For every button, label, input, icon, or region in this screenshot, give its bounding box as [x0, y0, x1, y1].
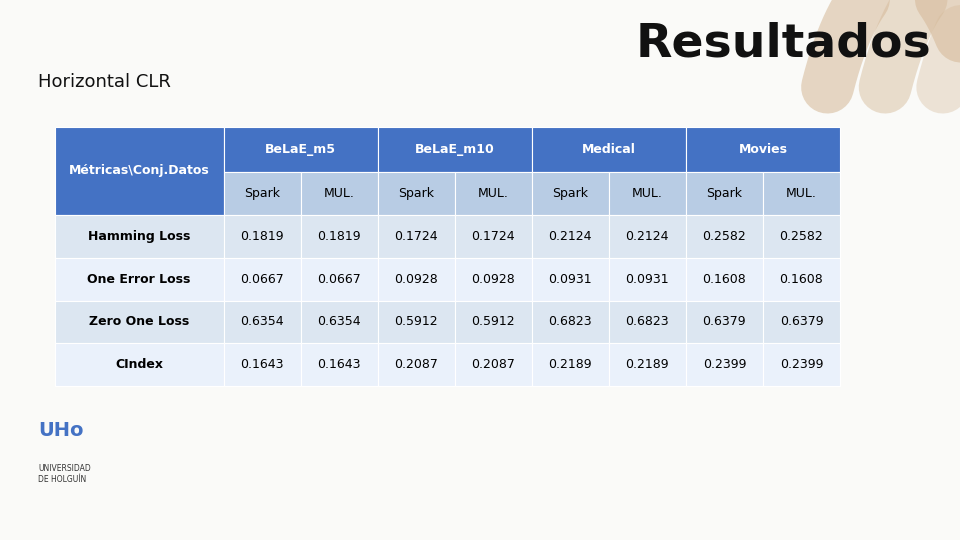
Text: 0.2189: 0.2189 [626, 358, 669, 371]
Text: MUL.: MUL. [478, 187, 509, 200]
Text: Medical: Medical [582, 143, 636, 156]
Text: Movies: Movies [738, 143, 787, 156]
Text: CIndex: CIndex [115, 358, 163, 371]
Text: Spark: Spark [552, 187, 588, 200]
Text: UHo: UHo [38, 421, 84, 440]
Text: 0.2124: 0.2124 [626, 230, 669, 243]
Text: 0.2087: 0.2087 [471, 358, 516, 371]
Text: One Error Loss: One Error Loss [87, 273, 191, 286]
Text: 0.0931: 0.0931 [548, 273, 592, 286]
Text: Spark: Spark [244, 187, 280, 200]
Text: 0.1724: 0.1724 [471, 230, 516, 243]
Text: 0.2582: 0.2582 [703, 230, 746, 243]
Text: Zero One Loss: Zero One Loss [89, 315, 189, 328]
Text: 0.1608: 0.1608 [780, 273, 824, 286]
Text: 0.1643: 0.1643 [318, 358, 361, 371]
Text: Métricas\Conj.Datos: Métricas\Conj.Datos [69, 165, 209, 178]
Text: 0.1608: 0.1608 [703, 273, 746, 286]
Text: 0.6354: 0.6354 [318, 315, 361, 328]
Text: 0.6354: 0.6354 [240, 315, 284, 328]
Text: Horizontal CLR: Horizontal CLR [38, 73, 171, 91]
Text: Spark: Spark [707, 187, 742, 200]
Text: UNIVERSIDAD
DE HOLGUÍN: UNIVERSIDAD DE HOLGUÍN [38, 464, 91, 484]
Text: Hamming Loss: Hamming Loss [88, 230, 190, 243]
Text: 0.0928: 0.0928 [395, 273, 438, 286]
Text: 0.2582: 0.2582 [780, 230, 824, 243]
Text: MUL.: MUL. [324, 187, 354, 200]
Text: BeLaE_m5: BeLaE_m5 [265, 143, 336, 156]
Text: 0.1643: 0.1643 [240, 358, 284, 371]
Text: 0.6379: 0.6379 [780, 315, 824, 328]
Text: 0.0667: 0.0667 [240, 273, 284, 286]
Text: 0.5912: 0.5912 [471, 315, 516, 328]
Text: 0.2189: 0.2189 [548, 358, 592, 371]
Text: 0.6823: 0.6823 [626, 315, 669, 328]
Text: MUL.: MUL. [632, 187, 662, 200]
Text: 0.0667: 0.0667 [317, 273, 361, 286]
Text: 0.1819: 0.1819 [318, 230, 361, 243]
Text: 0.1724: 0.1724 [395, 230, 438, 243]
Text: Resultados: Resultados [636, 22, 931, 66]
Text: 0.2087: 0.2087 [395, 358, 438, 371]
Text: 0.2124: 0.2124 [548, 230, 592, 243]
Text: 0.5912: 0.5912 [395, 315, 438, 328]
Text: 0.2399: 0.2399 [780, 358, 824, 371]
Text: 0.2399: 0.2399 [703, 358, 746, 371]
Text: MUL.: MUL. [786, 187, 817, 200]
Text: 0.6379: 0.6379 [703, 315, 746, 328]
Text: Spark: Spark [398, 187, 434, 200]
Text: 0.1819: 0.1819 [240, 230, 284, 243]
Text: 0.6823: 0.6823 [548, 315, 592, 328]
Text: 0.0928: 0.0928 [471, 273, 516, 286]
Text: BeLaE_m10: BeLaE_m10 [415, 143, 494, 156]
Text: 0.0931: 0.0931 [626, 273, 669, 286]
